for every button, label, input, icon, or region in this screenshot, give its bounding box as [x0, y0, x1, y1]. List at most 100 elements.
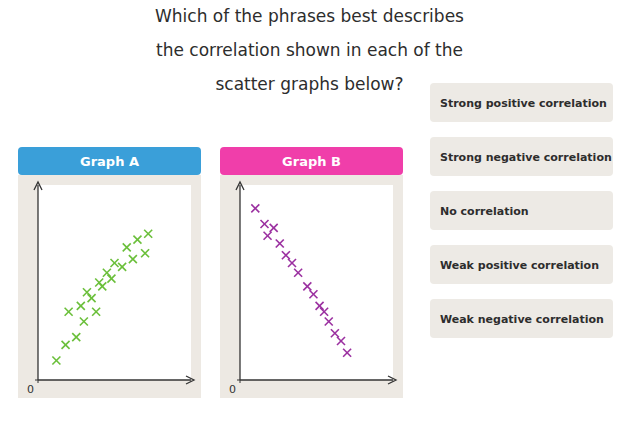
point-stroke [98, 282, 106, 290]
point-stroke [83, 288, 91, 296]
option-text: Weak negative correlation [440, 313, 604, 326]
point-stroke [309, 290, 317, 298]
option-box [430, 299, 613, 338]
x-axis [38, 379, 191, 380]
point [133, 236, 141, 244]
option-box [430, 83, 613, 122]
point [77, 302, 85, 310]
x-axis-arrow [186, 376, 194, 384]
option-box [430, 245, 613, 284]
panel-label: Graph B [282, 154, 341, 169]
y-axis-arrow [34, 182, 42, 190]
x-axis [240, 379, 393, 380]
point-stroke [331, 329, 339, 337]
plot-area [38, 185, 191, 380]
point-stroke [92, 308, 100, 316]
point-stroke [133, 236, 141, 244]
point-stroke [98, 282, 106, 290]
point-stroke [141, 249, 149, 257]
point-stroke [118, 263, 126, 271]
points [251, 204, 351, 356]
point-stroke [316, 302, 324, 310]
point-stroke [77, 302, 85, 310]
point [141, 249, 149, 257]
point-stroke [264, 232, 272, 240]
point-stroke [88, 294, 96, 302]
point-stroke [325, 318, 333, 326]
point-stroke [123, 243, 131, 251]
point [103, 269, 111, 277]
point-stroke [309, 290, 317, 298]
point-stroke [288, 259, 296, 267]
title-line: scatter graphs below? [215, 74, 403, 94]
point-stroke [62, 341, 70, 349]
point-stroke [107, 275, 115, 283]
panel-header [220, 147, 403, 175]
point [92, 308, 100, 316]
point [294, 269, 302, 277]
point-stroke [77, 302, 85, 310]
point-stroke [270, 224, 278, 232]
option-box [430, 137, 613, 176]
point [111, 259, 119, 267]
point-stroke [251, 204, 259, 212]
point-stroke [80, 318, 88, 326]
point-stroke [316, 302, 324, 310]
point [251, 204, 259, 212]
point-stroke [141, 249, 149, 257]
point [80, 318, 88, 326]
point [88, 294, 96, 302]
y-axis [239, 185, 240, 380]
point-stroke [270, 224, 278, 232]
option-text: Weak positive correlation [440, 259, 599, 272]
option-text: Strong positive correlation [440, 97, 607, 110]
point-stroke [337, 337, 345, 345]
point [303, 282, 311, 290]
point-stroke [65, 308, 73, 316]
x-axis-arrow [388, 376, 396, 384]
point [118, 263, 126, 271]
point [337, 337, 345, 345]
point-stroke [103, 269, 111, 277]
point-stroke [320, 308, 328, 316]
point [331, 329, 339, 337]
point-stroke [133, 236, 141, 244]
point-stroke [276, 240, 284, 248]
plot-area [240, 185, 393, 380]
point-stroke [294, 269, 302, 277]
point [343, 349, 351, 357]
point-stroke [251, 204, 259, 212]
point-stroke [72, 333, 80, 341]
point-stroke [103, 269, 111, 277]
point-stroke [62, 341, 70, 349]
y-tick [35, 380, 38, 381]
point-stroke [129, 255, 137, 263]
chart: Which of the phrases best describes the c… [0, 0, 619, 428]
panel: Graph A0 [18, 147, 201, 398]
point [129, 255, 137, 263]
option-text: No correlation [440, 205, 529, 218]
origin-label: 0 [229, 383, 236, 396]
point-stroke [343, 349, 351, 357]
title-line: Which of the phrases best describes [155, 6, 464, 26]
point-stroke [288, 259, 296, 267]
title: Which of the phrases best describes the c… [155, 6, 464, 94]
y-tick [237, 380, 240, 381]
point [270, 224, 278, 232]
option-text: Strong negative correlation [440, 151, 612, 164]
point [260, 220, 268, 228]
point [123, 243, 131, 251]
panel-container [220, 175, 403, 398]
point [65, 308, 73, 316]
point-stroke [144, 230, 152, 238]
point [62, 341, 70, 349]
point-stroke [282, 251, 290, 259]
point [325, 318, 333, 326]
panel-label: Graph A [80, 154, 139, 169]
point-stroke [123, 243, 131, 251]
point [144, 230, 152, 238]
point-stroke [118, 263, 126, 271]
point-stroke [303, 282, 311, 290]
title-line: the correlation shown in each of the [156, 40, 463, 60]
point-stroke [111, 259, 119, 267]
